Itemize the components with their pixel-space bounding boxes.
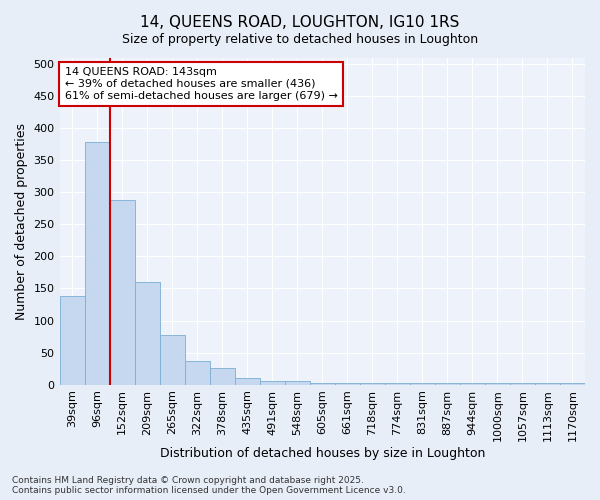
Text: Size of property relative to detached houses in Loughton: Size of property relative to detached ho… (122, 32, 478, 46)
Text: Contains HM Land Registry data © Crown copyright and database right 2025.
Contai: Contains HM Land Registry data © Crown c… (12, 476, 406, 495)
Text: 14 QUEENS ROAD: 143sqm
← 39% of detached houses are smaller (436)
61% of semi-de: 14 QUEENS ROAD: 143sqm ← 39% of detached… (65, 68, 338, 100)
Bar (260, 381, 285, 384)
Bar (85, 142, 110, 384)
X-axis label: Distribution of detached houses by size in Loughton: Distribution of detached houses by size … (160, 447, 485, 460)
Bar (185, 361, 209, 384)
Y-axis label: Number of detached properties: Number of detached properties (15, 122, 28, 320)
Bar (160, 334, 185, 384)
Bar (209, 368, 235, 384)
Bar (110, 200, 134, 384)
Bar (285, 381, 310, 384)
Text: 14, QUEENS ROAD, LOUGHTON, IG10 1RS: 14, QUEENS ROAD, LOUGHTON, IG10 1RS (140, 15, 460, 30)
Bar (235, 378, 260, 384)
Bar (134, 282, 160, 384)
Bar (59, 296, 85, 384)
